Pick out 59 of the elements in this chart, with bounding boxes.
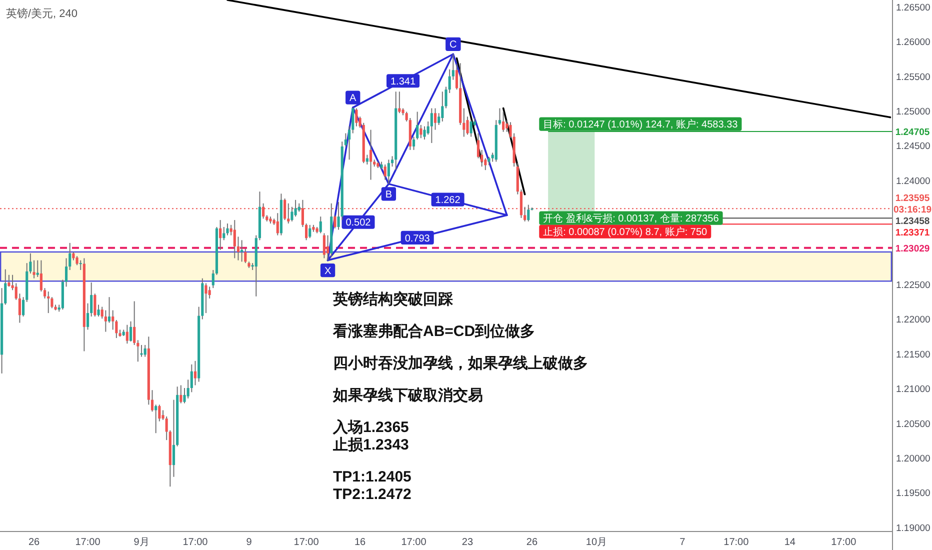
point-label: C	[446, 37, 461, 51]
x-tick-label: 9月	[134, 537, 150, 548]
price-label: 1.24705	[895, 126, 930, 138]
y-tick-label: 1.24000	[896, 176, 930, 187]
price-label: 1.23458	[895, 216, 930, 228]
x-tick-label: 26	[28, 537, 40, 548]
price-label: 1.23595 03:16:19	[893, 193, 932, 216]
series-label: 1.262	[435, 195, 461, 206]
price-label: 1.23029	[895, 243, 930, 254]
y-tick-label: 1.25500	[896, 72, 930, 83]
data-label: X	[324, 266, 332, 277]
x-tick-label: 17:00	[831, 537, 856, 548]
ratio-label: 0.793	[400, 230, 434, 245]
x-tick-label: 17:00	[401, 537, 426, 548]
series-label: 1.341	[390, 76, 416, 88]
y-tick-label: 1.22500	[896, 280, 930, 291]
ratio-label: 1.262	[431, 192, 464, 206]
y-tick-label: 1.20500	[896, 418, 930, 430]
x-tick-label: 16	[354, 537, 366, 548]
data-label: A	[350, 93, 357, 104]
x-tick-label: 7	[680, 537, 686, 548]
data-label: B	[385, 190, 392, 201]
x-tick-label: 17:00	[75, 537, 100, 548]
title: 英镑/美元, 240	[6, 8, 78, 20]
trade-label: 止损: 0.00087 (0.07%) 8.7, 账户: 750	[539, 224, 712, 238]
y-tick-label: 1.19500	[896, 488, 930, 500]
note: 英镑结构突破回踩	[333, 291, 453, 308]
y-tick-label: 1.21000	[896, 384, 930, 396]
trade-label: 开仓 盈利&亏损: 0.00137, 仓量: 287356	[539, 211, 723, 225]
note: 四小时吞没加孕线，如果孕线上破做多	[333, 355, 588, 372]
x-tick-label: 17:00	[182, 537, 208, 548]
point-label: A	[346, 90, 360, 104]
x-tick-label: 9	[246, 537, 252, 548]
y-tick-label: 1.26500	[896, 2, 930, 14]
x-tick-label: 23	[462, 537, 474, 548]
x-tick-label: 17:00	[294, 537, 319, 548]
y-tick-label: 1.20000	[896, 454, 930, 465]
y-tick-label: 1.24500	[896, 141, 930, 152]
y-tick-label: 1.25000	[896, 106, 930, 118]
y-tick-label: 1.21500	[896, 349, 930, 360]
note: TP1:1.2405 TP2:1.2472	[333, 468, 412, 503]
note: 如果孕线下破取消交易	[333, 387, 483, 404]
y-tick-label: 1.22000	[896, 314, 930, 326]
y-tick-label: 1.26000	[896, 37, 930, 48]
trade-label: 目标: 0.01247 (1.01%) 124.7, 账户: 4583.33	[539, 117, 742, 131]
x-tick-label: 10月	[586, 537, 608, 548]
data-label: C	[450, 40, 457, 51]
series-label: 0.793	[404, 233, 430, 244]
ratio-label: 0.502	[342, 215, 375, 229]
x-tick-label: 17:00	[724, 537, 749, 548]
note: 看涨塞弗配合AB=CD到位做多	[333, 323, 536, 340]
price-label: 1.23371	[895, 228, 930, 239]
point-label: B	[381, 187, 396, 201]
y-tick-label: 1.19000	[896, 522, 930, 534]
ratio-label: 1.341	[386, 74, 420, 88]
x-tick-label: 26	[526, 537, 538, 548]
note: 入场1.2365 止损1.2343	[333, 419, 409, 454]
series-label: 0.502	[346, 218, 372, 229]
x-tick-label: 14	[784, 537, 796, 548]
